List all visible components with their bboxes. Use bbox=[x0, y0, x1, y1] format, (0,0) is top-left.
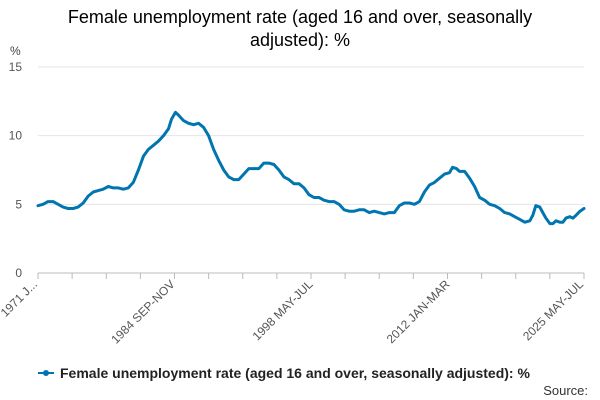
x-tick-label: 1984 SEP-NOV bbox=[108, 277, 177, 346]
x-tick-label: 2025 MAY-JUL bbox=[520, 277, 586, 343]
legend-line-marker-icon bbox=[38, 370, 54, 376]
series-group bbox=[36, 110, 586, 226]
chart-title-line-2: adjusted): % bbox=[249, 30, 351, 50]
x-tick-label: 1971 J... bbox=[0, 277, 40, 319]
chart-title-line-1: Female unemployment rate (aged 16 and ov… bbox=[67, 7, 533, 27]
x-axis: 1971 J... 1984 SEP-NOV 1998 MAY-JUL 2012 JA… bbox=[0, 273, 586, 347]
series-line[interactable] bbox=[36, 110, 586, 226]
source-label: Source: bbox=[543, 383, 588, 398]
x-tick-label: 1998 MAY-JUL bbox=[250, 277, 316, 343]
y-axis: 0 5 10 15 bbox=[9, 60, 23, 280]
y-tick-label: 10 bbox=[9, 129, 23, 143]
y-tick-label: 15 bbox=[9, 60, 23, 74]
gridlines bbox=[38, 66, 584, 274]
x-tick-label: 2012 JAN-MAR bbox=[384, 277, 453, 346]
y-tick-label: 5 bbox=[15, 197, 22, 211]
legend[interactable]: Female unemployment rate (aged 16 and ov… bbox=[38, 365, 530, 381]
legend-label: Female unemployment rate (aged 16 and ov… bbox=[60, 365, 530, 381]
y-tick-label: 0 bbox=[15, 266, 22, 280]
y-axis-label: % bbox=[10, 44, 21, 58]
chart-title: Female unemployment rate (aged 16 and ov… bbox=[0, 6, 600, 52]
